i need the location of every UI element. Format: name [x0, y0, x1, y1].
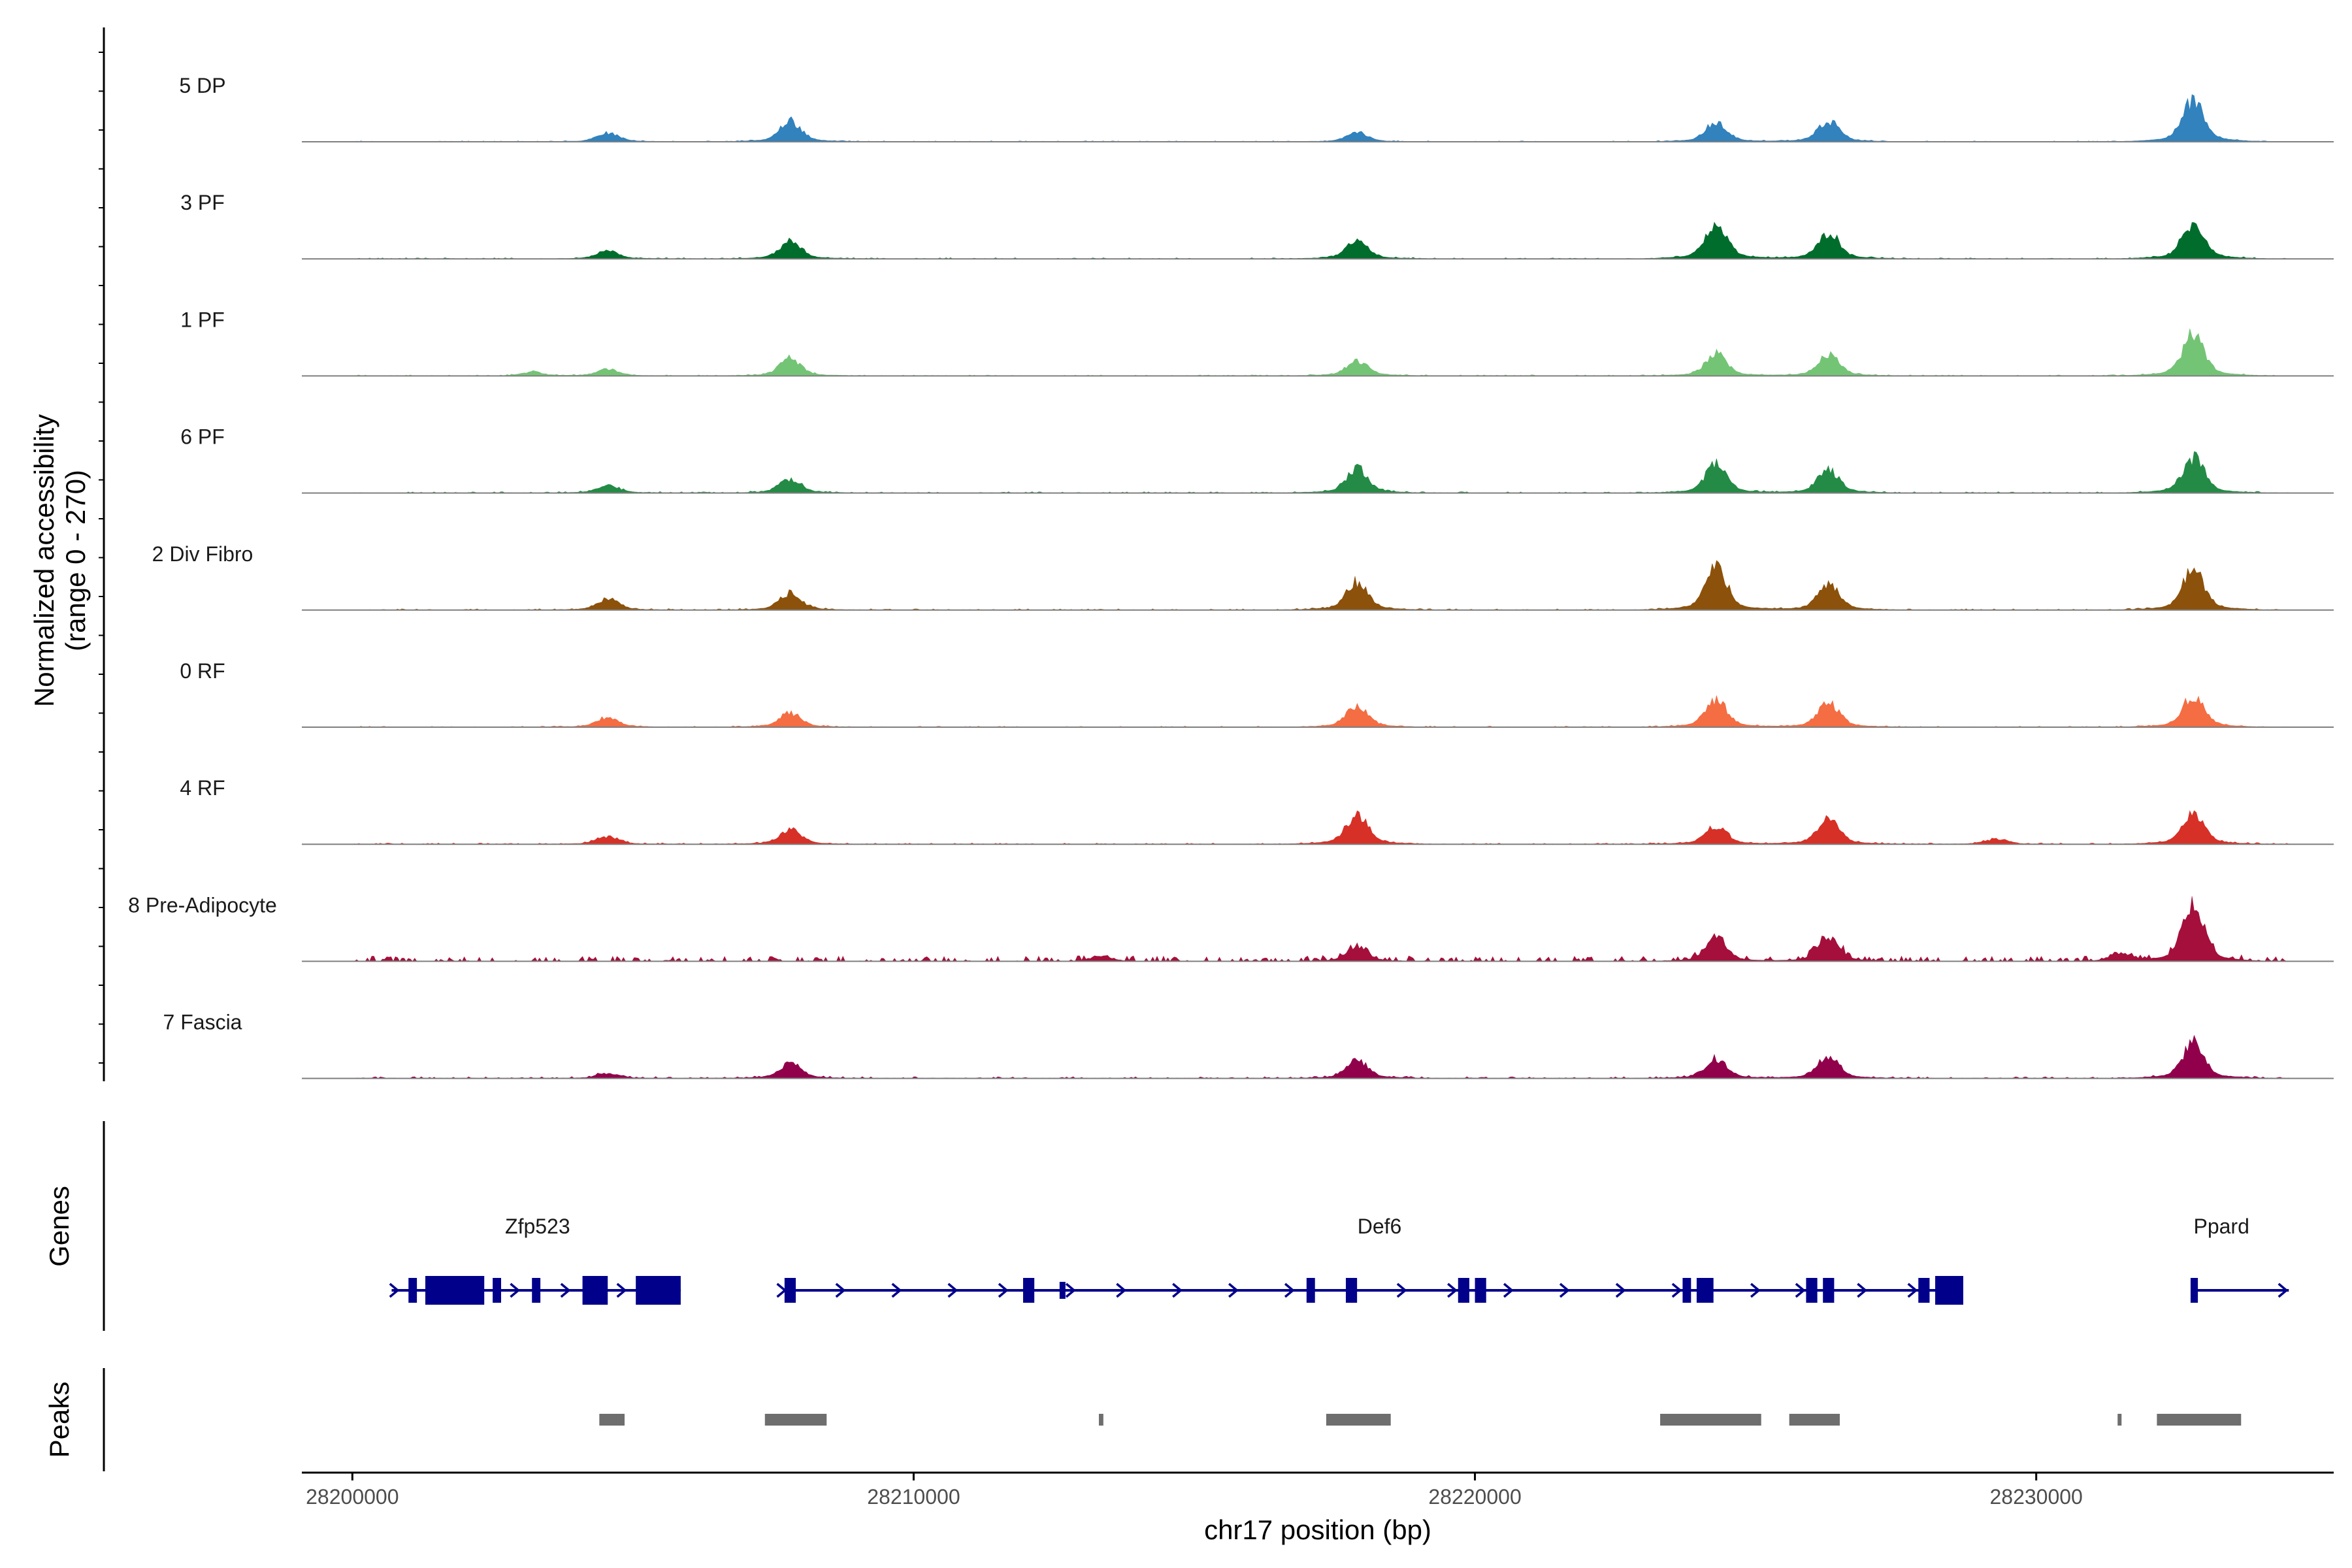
strand-arrow — [891, 1282, 902, 1298]
strand-arrow — [1795, 1282, 1806, 1298]
track-8-pre-adipocyte: 8 Pre-Adipocyte — [128, 893, 2334, 962]
strand-arrow — [998, 1282, 1009, 1298]
strand-arrow — [947, 1282, 958, 1298]
track-label: 8 Pre-Adipocyte — [128, 893, 277, 917]
coverage-area — [352, 695, 2289, 728]
exon — [1682, 1278, 1691, 1303]
peak-region — [1789, 1414, 1840, 1426]
coverage-area — [352, 94, 2289, 142]
coverage-area — [352, 328, 2289, 376]
track-label: 6 PF — [180, 425, 225, 449]
genes-title: Genes — [44, 1186, 74, 1267]
strand-arrow — [510, 1282, 521, 1298]
strand-arrow — [389, 1282, 400, 1298]
gene-label: Zfp523 — [505, 1215, 570, 1238]
exon — [1935, 1276, 1963, 1305]
track-5-dp: 5 DP — [179, 74, 2334, 142]
track-2-div-fibro: 2 Div Fibro — [152, 542, 2334, 611]
coverage-area — [352, 896, 2289, 962]
track-label: 5 DP — [179, 74, 225, 97]
peak-region — [1660, 1414, 1761, 1426]
strand-arrow — [616, 1282, 627, 1298]
exon — [1059, 1282, 1066, 1299]
peak-region — [764, 1414, 827, 1426]
y-axis-title: Normalized accessibility — [29, 414, 59, 707]
exon — [1345, 1278, 1358, 1303]
x-tick-label: 28210000 — [867, 1485, 960, 1509]
exon — [636, 1276, 681, 1305]
strand-arrow — [1750, 1282, 1761, 1298]
track-label: 0 RF — [180, 659, 225, 683]
peak-region — [599, 1414, 625, 1426]
track-label: 7 Fascia — [163, 1011, 242, 1034]
strand-arrow — [835, 1282, 846, 1298]
y-axis-range-label: (range 0 - 270) — [60, 470, 91, 651]
gene-label: Ppard — [2193, 1215, 2249, 1238]
exon — [1306, 1278, 1315, 1303]
strand-arrow — [1396, 1282, 1407, 1298]
x-tick-label: 28220000 — [1428, 1485, 1521, 1509]
exon — [1022, 1278, 1035, 1303]
exon — [1696, 1278, 1714, 1303]
exon — [1475, 1278, 1486, 1303]
gene-ppard: Ppard — [2190, 1215, 2289, 1303]
exon — [425, 1276, 485, 1305]
coverage-area — [352, 560, 2289, 611]
track-1-pf: 1 PF — [180, 308, 2334, 377]
gene-def6: Def6 — [776, 1215, 1963, 1305]
strand-arrow — [1228, 1282, 1239, 1298]
peak-region — [1098, 1414, 1103, 1426]
track-label: 4 RF — [180, 776, 225, 800]
x-tick-label: 28230000 — [1989, 1485, 2082, 1509]
exon — [532, 1278, 541, 1303]
x-axis-title: chr17 position (bp) — [1204, 1514, 1431, 1545]
track-label: 1 PF — [180, 308, 225, 331]
peaks-title: Peaks — [44, 1382, 74, 1458]
exon — [408, 1278, 417, 1303]
exon — [1918, 1278, 1930, 1303]
strand-arrow — [1065, 1282, 1076, 1298]
exon — [1458, 1278, 1469, 1303]
strand-arrow — [776, 1282, 787, 1298]
gene-zfp523: Zfp523 — [389, 1215, 681, 1305]
exon — [582, 1276, 608, 1305]
track-7-fascia: 7 Fascia — [163, 1011, 2334, 1079]
x-tick-label: 28200000 — [306, 1485, 399, 1509]
coverage-area — [352, 451, 2289, 493]
track-label: 2 Div Fibro — [152, 542, 253, 566]
track-4-rf: 4 RF — [180, 776, 2334, 845]
strand-arrow — [2278, 1282, 2289, 1298]
strand-arrow — [560, 1282, 571, 1298]
track-0-rf: 0 RF — [180, 659, 2334, 728]
strand-arrow — [1559, 1282, 1570, 1298]
strand-arrow — [1857, 1282, 1868, 1298]
strand-arrow — [1284, 1282, 1295, 1298]
exon — [493, 1278, 501, 1303]
track-label: 3 PF — [180, 191, 225, 214]
strand-arrow — [1907, 1282, 1918, 1298]
exon — [2190, 1278, 2198, 1303]
strand-arrow — [1172, 1282, 1183, 1298]
exon — [1823, 1278, 1835, 1303]
peak-region — [2157, 1414, 2242, 1426]
coverage-area — [352, 810, 2289, 845]
strand-arrow — [1503, 1282, 1514, 1298]
exon — [784, 1278, 796, 1303]
coverage-area — [352, 1034, 2289, 1079]
exon — [1806, 1278, 1818, 1303]
peak-region — [2117, 1414, 2122, 1426]
strand-arrow — [1615, 1282, 1626, 1298]
track-6-pf: 6 PF — [180, 425, 2334, 494]
peak-region — [1326, 1414, 1391, 1426]
strand-arrow — [1116, 1282, 1127, 1298]
strand-arrow — [1671, 1282, 1682, 1298]
track-3-pf: 3 PF — [180, 191, 2334, 260]
strand-arrow — [1447, 1282, 1458, 1298]
coverage-area — [352, 221, 2289, 259]
gene-label: Def6 — [1358, 1215, 1402, 1238]
